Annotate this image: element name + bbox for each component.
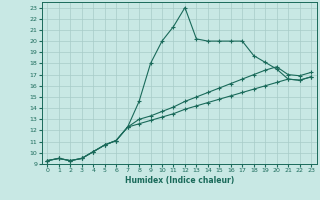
X-axis label: Humidex (Indice chaleur): Humidex (Indice chaleur) — [124, 176, 234, 185]
